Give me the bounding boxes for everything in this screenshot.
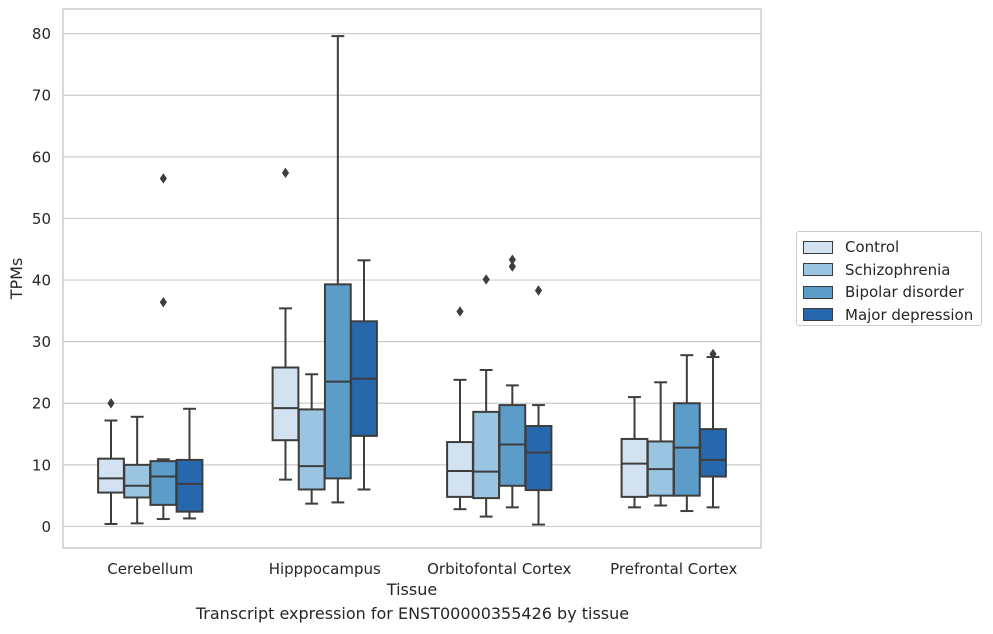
legend-swatch-control xyxy=(803,240,833,254)
box-major-depression-prefrontal-cortex xyxy=(699,348,727,509)
y-tick-label-60: 60 xyxy=(32,148,51,166)
box-iqr xyxy=(472,410,501,500)
box-iqr xyxy=(271,366,300,442)
plot-area-frame xyxy=(62,8,762,549)
outlier-point-0 xyxy=(709,348,717,360)
y-tick-label-40: 40 xyxy=(32,272,51,290)
box-control-prefrontal-cortex xyxy=(620,396,649,509)
box-iqr xyxy=(620,437,649,498)
x-tick-label-prefrontal-cortex: Prefrontal Cortex xyxy=(610,560,737,578)
legend-item-major-depression: Major depression xyxy=(803,304,975,327)
x-tick-label-orbitofontal-cortex: Orbitofontal Cortex xyxy=(427,560,571,578)
outlier-point-0 xyxy=(508,261,516,272)
y-axis-label: TPMs xyxy=(7,258,26,301)
box-iqr xyxy=(672,402,701,497)
box-plots xyxy=(97,35,727,526)
box-iqr xyxy=(149,460,178,506)
outlier-point-0 xyxy=(534,285,543,296)
legend: Control Schizophrenia Bipolar disorder M… xyxy=(796,231,982,326)
box-schizophrenia-orbitofontal-cortex xyxy=(472,274,501,518)
box-control-cerebellum xyxy=(97,398,125,525)
y-tick-label-20: 20 xyxy=(32,395,51,413)
legend-label-control: Control xyxy=(845,238,900,257)
box-bipolar-disorder-prefrontal-cortex xyxy=(672,354,701,513)
outlier-point-0 xyxy=(107,398,115,409)
box-control-hipppocampus xyxy=(271,167,300,481)
box-iqr xyxy=(446,441,474,498)
y-tick-label-50: 50 xyxy=(32,210,51,228)
box-iqr xyxy=(175,458,204,513)
outlier-point-1 xyxy=(159,173,167,184)
box-schizophrenia-cerebellum xyxy=(123,415,152,525)
box-major-depression-hipppocampus xyxy=(350,259,378,491)
legend-swatch-major-depression xyxy=(803,308,833,322)
box-major-depression-orbitofontal-cortex xyxy=(524,285,553,526)
legend-item-bipolar-disorder: Bipolar disorder xyxy=(803,281,975,304)
box-iqr xyxy=(123,463,152,499)
y-tick-labels: 0 10 20 30 40 50 60 70 80 xyxy=(32,25,51,536)
legend-label-major-depression: Major depression xyxy=(845,305,974,324)
y-tick-label-30: 30 xyxy=(32,333,51,351)
box-iqr xyxy=(699,428,727,478)
box-bipolar-disorder-cerebellum xyxy=(149,173,178,521)
box-bipolar-disorder-hipppocampus xyxy=(323,35,352,504)
box-bipolar-disorder-orbitofontal-cortex xyxy=(498,254,527,509)
box-iqr xyxy=(524,425,553,492)
x-tick-label-hipppocampus: Hipppocampus xyxy=(269,560,381,578)
box-iqr xyxy=(97,457,125,494)
box-control-orbitofontal-cortex xyxy=(446,306,474,511)
box-schizophrenia-hipppocampus xyxy=(297,373,326,505)
chart-caption: Transcript expression for ENST0000035542… xyxy=(195,604,630,623)
box-major-depression-cerebellum xyxy=(175,407,204,520)
legend-swatch-bipolar-disorder xyxy=(803,285,833,299)
y-tick-label-70: 70 xyxy=(32,87,51,105)
legend-label-bipolar-disorder: Bipolar disorder xyxy=(845,283,964,302)
legend-item-control: Control xyxy=(803,236,975,259)
x-axis-label: Tissue xyxy=(386,580,437,599)
y-tick-label-10: 10 xyxy=(32,456,51,474)
box-schizophrenia-prefrontal-cortex xyxy=(646,381,675,507)
outlier-point-0 xyxy=(482,274,490,285)
legend-swatch-schizophrenia xyxy=(803,263,833,277)
outlier-point-0 xyxy=(159,297,167,308)
outlier-point-0 xyxy=(281,167,290,179)
legend-label-schizophrenia: Schizophrenia xyxy=(845,260,951,279)
y-tick-label-0: 0 xyxy=(41,518,51,536)
x-tick-labels: Cerebellum Hipppocampus Orbitofontal Corte… xyxy=(107,560,737,578)
outlier-point-1 xyxy=(508,254,516,265)
outlier-point-0 xyxy=(456,306,464,317)
legend-item-schizophrenia: Schizophrenia xyxy=(803,259,975,282)
x-tick-label-cerebellum: Cerebellum xyxy=(107,560,193,578)
y-tick-label-80: 80 xyxy=(32,25,51,43)
box-iqr xyxy=(297,408,326,491)
